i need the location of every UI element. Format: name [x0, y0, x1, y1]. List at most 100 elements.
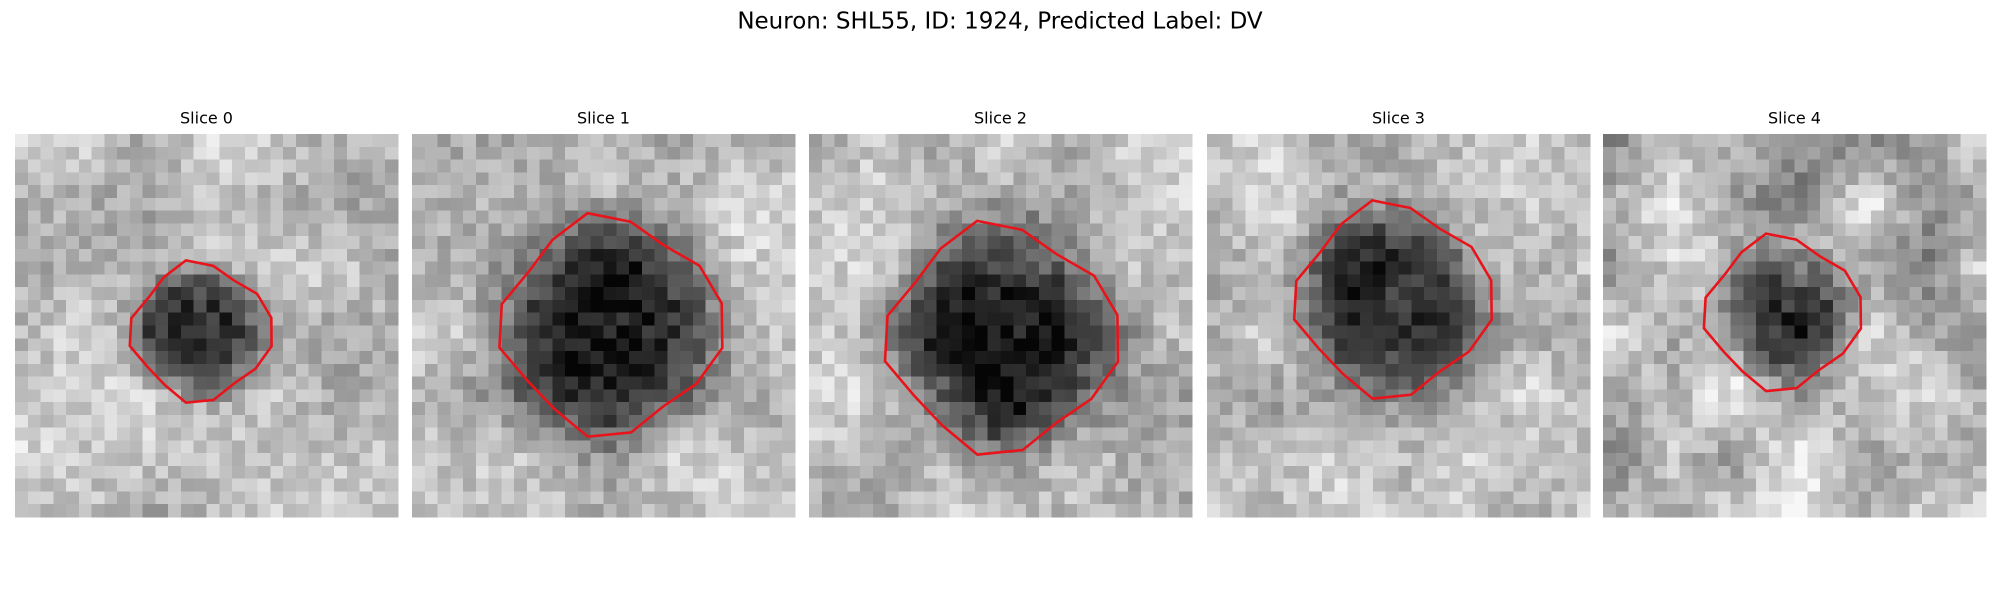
image-pixel [1768, 185, 1783, 199]
image-pixel [718, 146, 732, 161]
image-pixel [1283, 223, 1297, 237]
image-pixel [1013, 325, 1027, 339]
image-pixel [1411, 363, 1425, 378]
image-pixel [244, 274, 259, 288]
image-pixel [1245, 287, 1259, 301]
image-pixel [1654, 478, 1668, 492]
image-pixel [334, 197, 348, 212]
image-pixel [475, 402, 490, 416]
image-pixel [232, 491, 246, 505]
image-pixel [1871, 185, 1885, 199]
image-pixel [1296, 351, 1310, 365]
image-pixel [117, 478, 131, 492]
image-pixel [168, 338, 182, 352]
image-pixel [743, 376, 758, 390]
image-pixel [1858, 465, 1872, 480]
image-pixel [1807, 299, 1821, 314]
image-pixel [1102, 325, 1116, 339]
image-pixel [168, 389, 182, 403]
image-pixel [1064, 453, 1078, 467]
image-pixel [1717, 478, 1732, 492]
image-pixel [1321, 223, 1336, 237]
image-pixel [641, 363, 656, 378]
image-pixel [1871, 236, 1885, 250]
image-pixel [193, 402, 207, 416]
image-pixel [590, 338, 604, 352]
image-pixel [872, 478, 887, 492]
image-pixel [936, 312, 950, 326]
image-pixel [629, 236, 643, 250]
image-pixel [1089, 312, 1104, 326]
image-pixel [743, 134, 758, 148]
image-pixel [1398, 159, 1412, 173]
image-pixel [78, 248, 93, 263]
image-pixel [53, 376, 67, 390]
image-pixel [1538, 453, 1553, 467]
image-pixel [1128, 248, 1142, 263]
image-pixel [1321, 248, 1336, 263]
image-pixel [1089, 427, 1104, 441]
image-pixel [1871, 338, 1885, 352]
image-pixel [1513, 210, 1527, 224]
image-pixel [1743, 504, 1757, 518]
image-pixel [168, 287, 182, 301]
image-pixel [1296, 363, 1310, 378]
image-pixel [257, 185, 271, 199]
image-pixel [680, 440, 694, 454]
image-pixel [821, 453, 836, 467]
image-pixel [872, 402, 887, 416]
image-pixel [860, 159, 874, 173]
image-pixel [1064, 236, 1078, 250]
image-pixel [244, 261, 259, 275]
image-pixel [1360, 504, 1374, 518]
image-pixel [488, 478, 502, 492]
image-pixel [1692, 210, 1706, 224]
image-pixel [501, 402, 515, 416]
image-pixel [667, 299, 681, 314]
image-pixel [78, 478, 93, 492]
image-pixel [295, 197, 310, 212]
image-pixel [1615, 453, 1630, 467]
image-pixel [27, 402, 42, 416]
image-pixel [501, 146, 515, 161]
image-pixel [1513, 414, 1527, 429]
image-pixel [1475, 363, 1489, 378]
image-pixel [1654, 414, 1668, 429]
image-pixel [1436, 299, 1451, 314]
image-pixel [1321, 363, 1336, 378]
image-pixel [1219, 236, 1234, 250]
image-pixel [590, 185, 604, 199]
image-pixel [501, 465, 515, 480]
image-pixel [359, 312, 373, 326]
image-pixel [359, 351, 373, 365]
image-pixel [155, 402, 169, 416]
image-pixel [1064, 465, 1078, 480]
image-pixel [91, 134, 105, 148]
image-pixel [1730, 376, 1744, 390]
image-pixel [1564, 414, 1578, 429]
image-pixel [424, 287, 439, 301]
image-pixel [334, 299, 348, 314]
image-pixel [718, 402, 732, 416]
image-pixel [437, 389, 451, 403]
image-pixel [514, 453, 528, 467]
image-pixel [1922, 402, 1936, 416]
image-pixel [1153, 223, 1167, 237]
image-pixel [1807, 197, 1821, 212]
image-pixel [1462, 197, 1476, 212]
image-pixel [117, 210, 131, 224]
image-pixel [1179, 261, 1193, 275]
image-pixel [1756, 402, 1770, 416]
image-pixel [359, 363, 373, 378]
image-pixel [1717, 491, 1732, 505]
image-pixel [295, 210, 310, 224]
image-pixel [1909, 172, 1923, 186]
image-pixel [616, 197, 630, 212]
image-pixel [1692, 312, 1706, 326]
image-pixel [1794, 338, 1808, 352]
image-pixel [1487, 338, 1502, 352]
image-pixel [1102, 338, 1116, 352]
image-pixel [1245, 414, 1259, 429]
image-pixel [1424, 402, 1438, 416]
image-pixel [1922, 491, 1936, 505]
